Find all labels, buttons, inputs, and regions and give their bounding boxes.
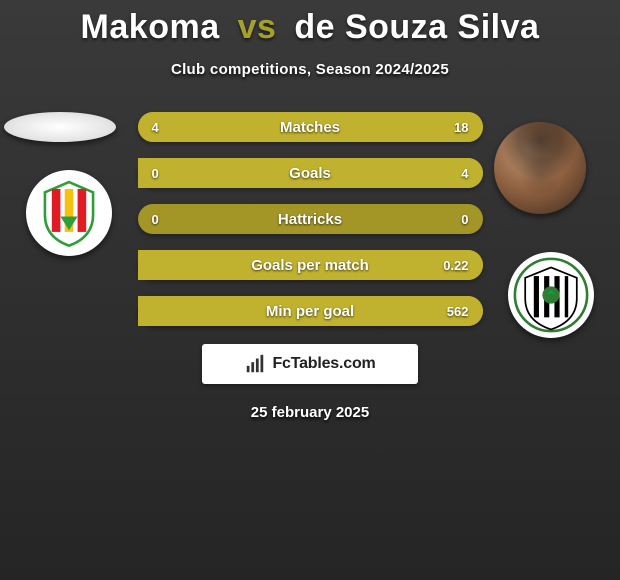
stat-bar: 0 Goals 4 <box>138 158 483 188</box>
stat-right-value: 18 <box>454 120 468 135</box>
stat-bar: 4 Matches 18 <box>138 112 483 142</box>
stat-right-value: 0.22 <box>443 258 468 273</box>
stat-bar-fill-left <box>138 112 200 142</box>
comparison-title: Makoma vs de Souza Silva <box>0 0 620 47</box>
stat-bar: 0 Hattricks 0 <box>138 204 483 234</box>
stat-right-value: 0 <box>461 212 468 227</box>
brand-badge: FcTables.com <box>202 344 418 384</box>
stat-left-value: 4 <box>152 120 159 135</box>
player2-name: de Souza Silva <box>294 8 539 46</box>
vs-separator: vs <box>230 8 285 46</box>
chart-icon <box>244 353 266 375</box>
stat-left-value: 0 <box>152 166 159 181</box>
stat-right-value: 4 <box>461 166 468 181</box>
player1-avatar <box>4 112 116 142</box>
player2-avatar <box>494 122 586 214</box>
stat-label: Min per goal <box>266 303 354 320</box>
brand-text: FcTables.com <box>272 355 375 373</box>
stat-label: Hattricks <box>278 211 342 228</box>
comparison-content: 4 Matches 18 0 Goals 4 0 Hattricks 0 Goals per ma… <box>0 112 620 421</box>
stat-label: Matches <box>280 119 340 136</box>
player1-name: Makoma <box>81 8 220 46</box>
stat-bar: Min per goal 562 <box>138 296 483 326</box>
stat-left-value: 0 <box>152 212 159 227</box>
stat-label: Goals per match <box>251 257 369 274</box>
subtitle: Club competitions, Season 2024/2025 <box>0 61 620 78</box>
stat-right-value: 562 <box>447 304 469 319</box>
stat-label: Goals <box>289 165 331 182</box>
stat-bar: Goals per match 0.22 <box>138 250 483 280</box>
stat-bars: 4 Matches 18 0 Goals 4 0 Hattricks 0 Goals per ma… <box>138 112 483 326</box>
stat-bar-fill-right <box>200 112 483 142</box>
player2-club-crest <box>508 252 594 338</box>
snapshot-date: 25 february 2025 <box>0 404 620 421</box>
player1-club-crest <box>26 170 112 256</box>
